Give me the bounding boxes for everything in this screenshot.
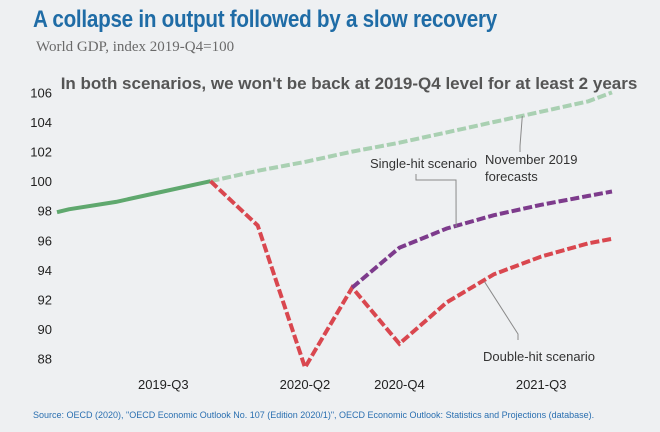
- annotation-layer: Single-hit scenario November 2019 forecast…: [370, 116, 595, 364]
- annotation-pre-covid-forecast: November 2019 forecasts: [485, 116, 578, 184]
- series-line-pre-covid-forecast: [210, 90, 613, 184]
- annotation-leader-line: [484, 281, 519, 340]
- y-tick-label: 98: [38, 204, 52, 219]
- y-tick-label: 100: [30, 174, 52, 189]
- y-axis: 88 90 92 94 96 98 100 102 104 106: [30, 85, 52, 366]
- x-axis: 2019-Q3 2020-Q2 2020-Q4 2021-Q3: [138, 377, 566, 392]
- chart-headline: In both scenarios, we won't be back at 2…: [61, 74, 638, 93]
- y-tick-label: 96: [38, 233, 52, 248]
- series-single-hit: [350, 189, 613, 290]
- y-tick-label: 106: [30, 85, 52, 100]
- series-pre-covid-forecast: [210, 90, 613, 184]
- series-line-history: [56, 179, 211, 215]
- annotation-label: November 2019: [485, 152, 578, 167]
- x-tick-label: 2019-Q3: [138, 377, 189, 392]
- series-history: [56, 179, 211, 215]
- x-tick-label: 2020-Q2: [280, 377, 331, 392]
- source-note: Source: OECD (2020), "OECD Economic Outl…: [33, 410, 595, 420]
- annotation-label: Double-hit scenario: [483, 349, 595, 364]
- series-layer: [56, 90, 613, 373]
- chart-subtitle: World GDP, index 2019-Q4=100: [36, 39, 235, 55]
- annotation-label: Single-hit scenario: [370, 156, 477, 171]
- annotation-leader-line: [519, 116, 523, 152]
- annotation-label: forecasts: [485, 169, 538, 184]
- y-tick-label: 94: [38, 263, 52, 278]
- y-tick-label: 102: [30, 145, 52, 160]
- annotation-single-hit: Single-hit scenario: [370, 156, 477, 228]
- y-tick-label: 104: [30, 115, 52, 130]
- y-tick-label: 90: [38, 322, 52, 337]
- x-tick-label: 2021-Q3: [516, 377, 567, 392]
- y-tick-label: 92: [38, 292, 52, 307]
- annotation-leader-line: [415, 174, 457, 228]
- series-line-single-hit: [350, 189, 613, 290]
- annotation-double-hit: Double-hit scenario: [483, 281, 595, 364]
- series-double-hit: [209, 179, 613, 373]
- y-tick-label: 88: [38, 352, 52, 367]
- chart-title: A collapse in output followed by a slow …: [33, 6, 497, 33]
- x-tick-label: 2020-Q4: [374, 377, 425, 392]
- series-line-double-hit: [209, 179, 613, 373]
